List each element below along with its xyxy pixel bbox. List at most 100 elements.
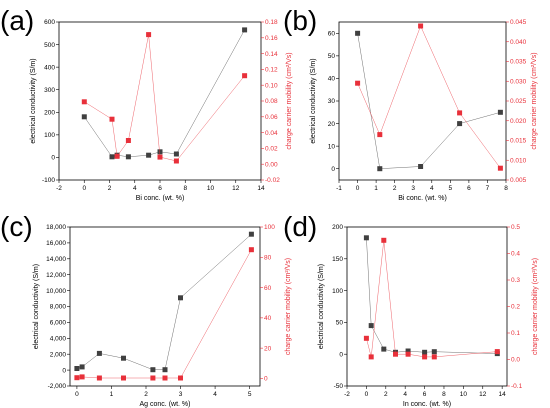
mobility-series-line (76, 249, 252, 379)
mobility-data-point (74, 375, 80, 381)
mobility-data-point (162, 375, 168, 381)
conductivity-series-line (76, 234, 252, 370)
x-tick-label: 0 (82, 185, 86, 192)
y-tick-label: 50 (336, 320, 344, 327)
conductivity-data-point (96, 350, 102, 356)
y2-tick-label: 0 (264, 376, 268, 383)
plot-frame (338, 21, 507, 181)
y2-tick-label: 0.14 (265, 51, 278, 58)
x-tick-label: 0 (75, 391, 79, 398)
y2-tick-label: 0.3 (511, 277, 520, 284)
y-tick-label: 0 (339, 351, 343, 358)
y2-tick-label: 0.035 (510, 59, 527, 66)
y2-tick-label: 0.10 (265, 82, 278, 89)
mobility-data-point (457, 110, 463, 116)
panel-label: (b) (283, 5, 317, 36)
y2-tick-label: 60 (264, 285, 272, 292)
conductivity-data-point (121, 355, 126, 361)
x-tick-label: 14 (499, 391, 507, 398)
x-tick-label: 7 (486, 185, 490, 192)
conductivity-data-point (431, 349, 437, 355)
plot-frame (346, 226, 508, 387)
y-tick-label: 30 (328, 98, 336, 105)
conductivity-data-point (125, 154, 131, 160)
x-tick-label: 0 (356, 185, 360, 192)
plot-frame (69, 226, 261, 387)
y-tick-label: -50 (334, 383, 344, 390)
y2-tick-label: 0.015 (510, 138, 527, 145)
y-tick-label: 500 (44, 42, 55, 49)
chart-panel-2: (c) 0 1 2 3 4 5 -2,000 0 2,000 4,000 6,000 8,000 10,0… (0, 211, 292, 408)
y2-tick-label: 0.045 (510, 19, 527, 26)
y2-tick-label: 0.010 (510, 157, 527, 164)
y2-tick-label: 0.040 (510, 39, 527, 46)
x-tick-label: 8 (183, 185, 187, 192)
y-tick-label: 0 (331, 166, 335, 173)
mobility-data-point (381, 237, 387, 243)
x-tick-label: -2 (56, 185, 62, 192)
mobility-data-point (109, 116, 115, 122)
y-tick-label: 10 (328, 143, 336, 150)
mobility-data-point (494, 349, 500, 355)
conductivity-data-point (109, 154, 115, 160)
y2-tick-label: 0.030 (510, 78, 527, 85)
x-tick-label: 12 (479, 391, 487, 398)
conductivity-data-point (248, 231, 254, 237)
x-axis-label: Ag conc. (wt. %) (140, 401, 191, 408)
y2-tick-label: 0.06 (265, 114, 278, 121)
conductivity-data-point (162, 367, 168, 373)
conductivity-data-point (81, 114, 87, 120)
y2-tick-label: 0.02 (265, 146, 278, 153)
y2-tick-label: -0.02 (265, 177, 280, 184)
y-tick-label: 150 (332, 256, 343, 263)
y-tick-label: 50 (328, 53, 336, 60)
x-tick-label: 4 (133, 185, 137, 192)
panel-label: (c) (0, 211, 33, 242)
y-axis-label: electrical conductivity (S/m) (33, 264, 40, 349)
x-tick-label: 1 (374, 185, 378, 192)
y2-tick-label: 0.12 (265, 67, 278, 74)
y-tick-label: -100 (42, 177, 55, 184)
y2-tick-label: 0.025 (510, 98, 527, 105)
y-tick-label: 0 (51, 155, 55, 162)
conductivity-data-point (355, 30, 361, 36)
x-tick-label: 8 (442, 391, 446, 398)
x-tick-label: 10 (207, 185, 215, 192)
mobility-data-point (79, 374, 85, 380)
x-axis-label: Bi conc. (wt. %) (398, 195, 447, 202)
x-tick-label: 2 (108, 185, 112, 192)
conductivity-series-line (84, 29, 245, 158)
y2-tick-label: 0.04 (265, 130, 278, 137)
mobility-data-point (173, 158, 179, 164)
mobility-data-point (422, 354, 428, 360)
conductivity-data-point (422, 349, 428, 355)
y-tick-label: 200 (332, 224, 343, 231)
y-tick-label: 18,000 (46, 224, 66, 231)
y2-tick-label: 0.4 (511, 251, 520, 258)
y2-tick-label: 0.0 (511, 357, 520, 364)
y-tick-label: 6,000 (50, 320, 67, 327)
y-tick-label: 0 (62, 367, 66, 374)
mobility-data-point (418, 23, 424, 29)
mobility-data-point (96, 375, 102, 381)
x-tick-label: 6 (423, 391, 427, 398)
mobility-data-point (178, 375, 183, 381)
mobility-data-point (242, 73, 248, 79)
conductivity-data-point (173, 151, 179, 157)
mobility-series-line (357, 25, 501, 169)
x-tick-label: 3 (179, 391, 183, 398)
x-tick-label: 3 (411, 185, 415, 192)
conductivity-data-point (79, 364, 85, 370)
mobility-data-point (81, 99, 87, 105)
x-tick-label: 2 (384, 391, 388, 398)
mobility-data-point (405, 351, 411, 357)
chart-panel-1: (b) -1 0 1 2 3 4 5 6 7 8 0 10 20 30 40 50 60 0.005 0.010 0.0… (283, 5, 538, 202)
y-tick-label: 60 (328, 30, 336, 37)
mobility-data-point (377, 132, 383, 138)
y-tick-label: 600 (44, 19, 55, 26)
conductivity-data-point (146, 152, 152, 158)
x-tick-label: 14 (257, 185, 265, 192)
mobility-data-point (150, 375, 156, 381)
mobility-data-point (497, 165, 503, 171)
y2-tick-label: 20 (264, 345, 272, 352)
